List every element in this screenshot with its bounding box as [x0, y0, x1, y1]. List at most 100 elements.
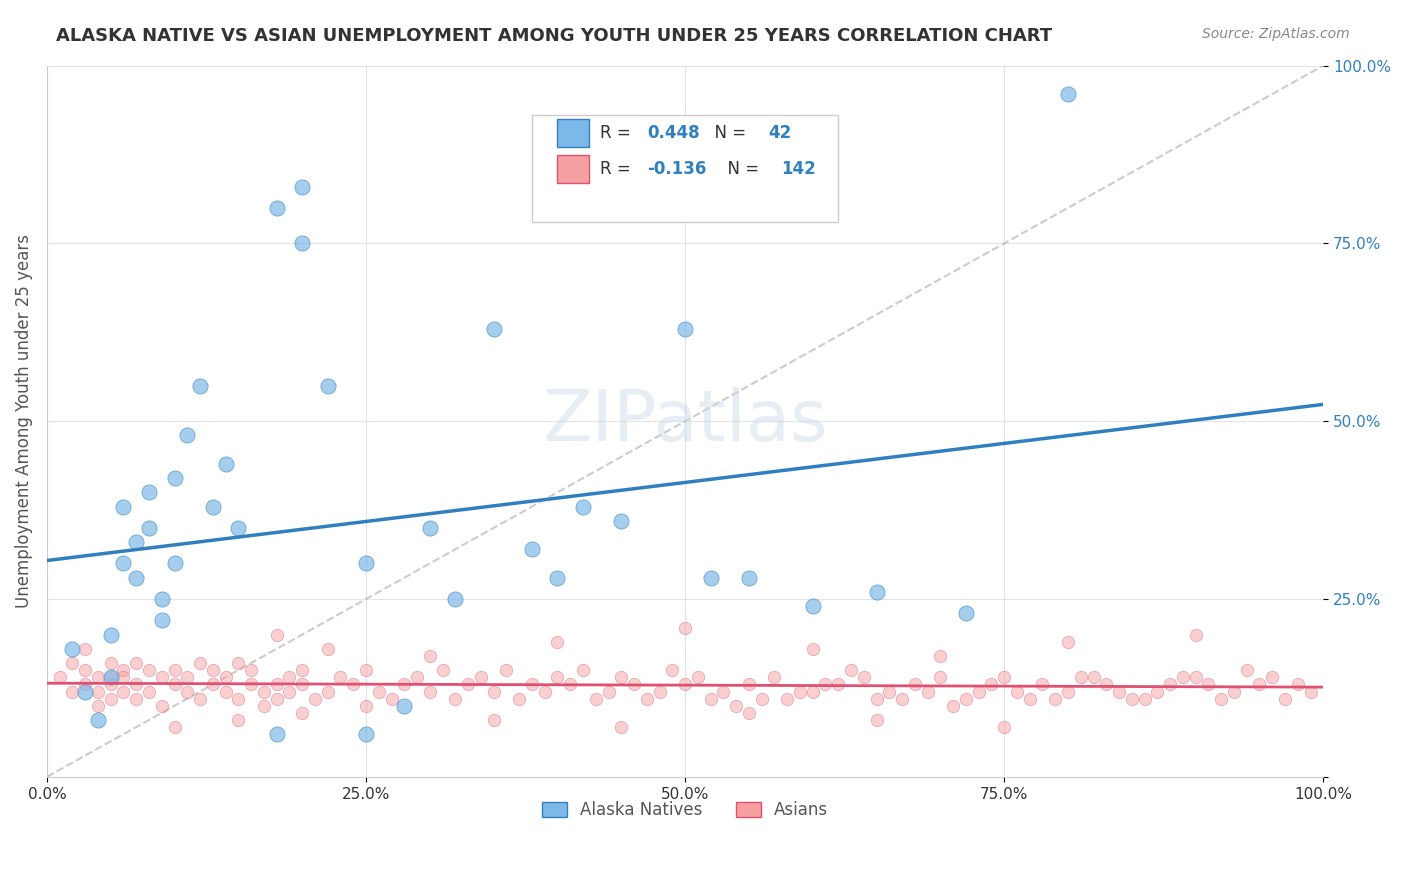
Point — [1121, 691, 1143, 706]
Point — [228, 656, 250, 670]
Point — [100, 627, 122, 641]
Point — [75, 641, 97, 656]
Point — [163, 663, 186, 677]
Point — [686, 670, 709, 684]
Point — [87, 698, 110, 713]
Point — [354, 727, 377, 741]
Point — [1070, 670, 1092, 684]
Point — [444, 691, 467, 706]
Point — [316, 641, 339, 656]
Point — [955, 691, 977, 706]
Point — [711, 684, 734, 698]
Legend: Alaska Natives, Asians: Alaska Natives, Asians — [536, 794, 835, 825]
Point — [163, 720, 186, 734]
Point — [214, 684, 236, 698]
Point — [354, 557, 377, 571]
Point — [1223, 684, 1246, 698]
Point — [879, 684, 901, 698]
Point — [100, 691, 122, 706]
Point — [891, 691, 914, 706]
Point — [62, 684, 84, 698]
Point — [201, 663, 224, 677]
Point — [125, 535, 148, 549]
Point — [1108, 684, 1130, 698]
Point — [100, 677, 122, 691]
FancyBboxPatch shape — [557, 119, 589, 147]
Point — [100, 656, 122, 670]
Point — [380, 691, 402, 706]
Point — [112, 670, 135, 684]
Point — [100, 670, 122, 684]
Point — [546, 670, 568, 684]
Point — [201, 500, 224, 514]
Point — [560, 677, 582, 691]
Point — [266, 201, 288, 215]
Point — [942, 698, 965, 713]
Point — [329, 670, 352, 684]
Point — [278, 684, 301, 698]
Point — [495, 663, 517, 677]
Point — [253, 684, 276, 698]
Point — [278, 670, 301, 684]
Point — [406, 670, 429, 684]
Point — [1197, 677, 1219, 691]
Point — [1057, 87, 1080, 101]
Point — [852, 670, 875, 684]
Point — [62, 656, 84, 670]
Point — [163, 557, 186, 571]
Point — [266, 727, 288, 741]
Point — [125, 656, 148, 670]
Point — [993, 720, 1015, 734]
Point — [394, 677, 416, 691]
Point — [546, 634, 568, 648]
Point — [1261, 670, 1284, 684]
Point — [1133, 691, 1156, 706]
Point — [163, 471, 186, 485]
Point — [789, 684, 811, 698]
Point — [1005, 684, 1028, 698]
Text: 0.448: 0.448 — [647, 124, 699, 142]
Point — [266, 677, 288, 691]
Point — [87, 684, 110, 698]
Point — [150, 698, 173, 713]
Point — [214, 457, 236, 471]
Point — [1249, 677, 1271, 691]
Point — [188, 691, 211, 706]
Point — [1299, 684, 1322, 698]
Point — [201, 677, 224, 691]
Text: 42: 42 — [768, 124, 792, 142]
Y-axis label: Unemployment Among Youth under 25 years: Unemployment Among Youth under 25 years — [15, 235, 32, 608]
Text: 142: 142 — [780, 160, 815, 178]
Point — [1057, 634, 1080, 648]
Point — [419, 684, 441, 698]
Point — [482, 713, 505, 727]
Point — [138, 485, 160, 500]
Point — [87, 713, 110, 727]
Point — [801, 599, 824, 614]
Point — [585, 691, 607, 706]
Point — [253, 698, 276, 713]
Text: N =: N = — [704, 124, 752, 142]
Point — [176, 428, 198, 442]
Text: R =: R = — [599, 160, 636, 178]
Point — [367, 684, 389, 698]
Point — [1236, 663, 1258, 677]
Point — [291, 663, 314, 677]
Point — [291, 706, 314, 720]
FancyBboxPatch shape — [557, 154, 589, 183]
Point — [240, 677, 263, 691]
FancyBboxPatch shape — [531, 115, 838, 222]
Point — [610, 720, 633, 734]
Point — [967, 684, 990, 698]
Point — [865, 585, 887, 599]
Point — [176, 684, 198, 698]
Point — [100, 670, 122, 684]
Point — [482, 322, 505, 336]
Point — [865, 691, 887, 706]
Point — [48, 670, 70, 684]
Point — [419, 521, 441, 535]
Point — [75, 677, 97, 691]
Point — [432, 663, 454, 677]
Point — [188, 378, 211, 392]
Point — [993, 670, 1015, 684]
